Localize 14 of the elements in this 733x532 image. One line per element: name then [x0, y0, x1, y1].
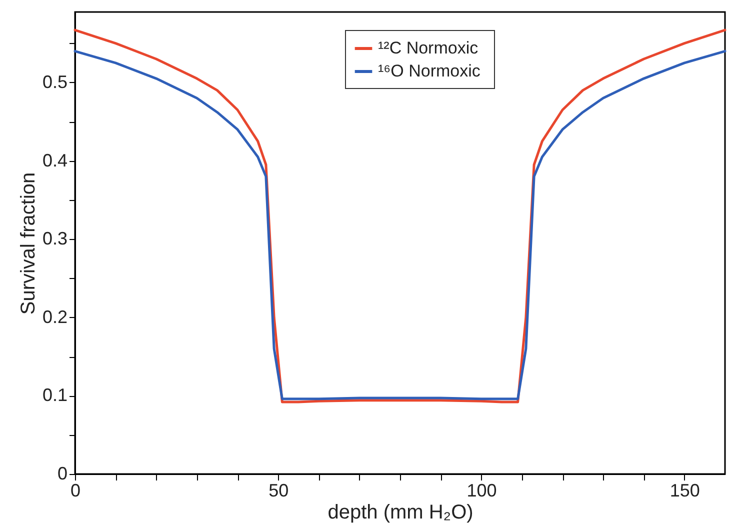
legend-label: ¹²C Normoxic [378, 38, 479, 58]
y-axis-title: Survival fraction [17, 172, 40, 315]
x-tick-label: 50 [268, 480, 289, 500]
x-tick-label: 100 [466, 480, 497, 500]
x-tick-label: 0 [70, 480, 81, 500]
x-axis-title: depth (mm H₂O) [328, 502, 474, 524]
y-tick-label: 0.4 [42, 150, 68, 170]
y-tick-label: 0.3 [42, 228, 68, 249]
y-tick-label: 0.5 [42, 72, 68, 92]
x-tick-label: 150 [670, 480, 700, 500]
legend-label: ¹⁶O Normoxic [378, 62, 481, 80]
y-tick-label: 0 [57, 464, 68, 484]
y-tick-label: 0.1 [42, 385, 68, 406]
y-tick-label: 0.2 [42, 306, 68, 327]
